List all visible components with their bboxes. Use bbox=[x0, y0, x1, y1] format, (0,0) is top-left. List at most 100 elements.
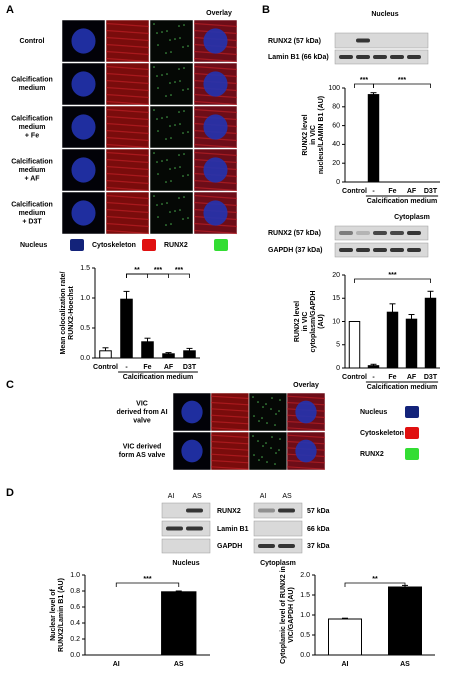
sig-label: *** bbox=[398, 77, 406, 84]
y-tick-label: 0.2 bbox=[70, 636, 80, 643]
fiber bbox=[193, 22, 238, 28]
y-axis-label: RUNX2-Hoechst bbox=[68, 285, 75, 339]
speckle bbox=[153, 195, 155, 197]
y-tick-label: 40 bbox=[332, 141, 340, 148]
speckle bbox=[183, 196, 185, 198]
speckle bbox=[161, 74, 163, 76]
speckle bbox=[178, 68, 180, 70]
blot-band bbox=[339, 55, 353, 59]
speckle bbox=[183, 67, 185, 69]
fiber bbox=[105, 143, 150, 149]
speckle bbox=[169, 39, 171, 41]
row-label: Calcification bbox=[11, 201, 53, 208]
row-label: form AS valve bbox=[119, 452, 166, 459]
blot-label: GAPDH (37 kDa) bbox=[268, 247, 322, 254]
legend-label: Nucleus bbox=[360, 409, 387, 416]
blot-band bbox=[407, 55, 421, 59]
speckle bbox=[257, 440, 259, 442]
speckle bbox=[183, 110, 185, 112]
speckle bbox=[187, 217, 189, 219]
sig-bracket bbox=[373, 83, 431, 88]
speckle bbox=[275, 413, 277, 415]
speckle bbox=[170, 223, 172, 225]
speckle bbox=[183, 153, 185, 155]
y-axis-label: VIC/GAPDH (AU) bbox=[288, 587, 295, 643]
fiber bbox=[105, 115, 150, 121]
column-header: Overlay bbox=[206, 10, 232, 17]
blot-band bbox=[356, 55, 370, 59]
blot-band bbox=[373, 231, 387, 235]
x-tick-label: - bbox=[125, 364, 128, 371]
micrograph bbox=[149, 148, 194, 192]
speckle bbox=[161, 31, 163, 33]
speckle bbox=[179, 166, 181, 168]
y-tick-label: 2.0 bbox=[300, 572, 310, 579]
lane-label: AS bbox=[192, 493, 202, 500]
speckle bbox=[179, 123, 181, 125]
nucleus bbox=[71, 200, 96, 226]
sig-label: *** bbox=[388, 272, 396, 279]
fiber bbox=[105, 108, 150, 114]
fiber bbox=[105, 22, 150, 28]
fiber bbox=[105, 72, 150, 78]
fiber bbox=[210, 447, 250, 451]
blot-label: RUNX2 (57 kDa) bbox=[268, 38, 321, 45]
fiber bbox=[105, 93, 150, 99]
legend-label: Cytoskeleton bbox=[360, 430, 404, 437]
speckle bbox=[278, 449, 280, 451]
fiber bbox=[105, 208, 150, 214]
speckle bbox=[274, 424, 276, 426]
blot-band bbox=[407, 231, 421, 235]
y-tick-label: 20 bbox=[332, 160, 340, 167]
speckle bbox=[278, 410, 280, 412]
x-tick-label: - bbox=[372, 188, 375, 195]
y-axis-label: cytoplasm/GAPDH bbox=[310, 291, 317, 353]
bar bbox=[162, 353, 175, 359]
speckle bbox=[170, 137, 172, 139]
y-tick-label: 5 bbox=[336, 342, 340, 349]
speckle bbox=[169, 82, 171, 84]
y-tick-label: 0.5 bbox=[300, 632, 310, 639]
speckle bbox=[187, 131, 189, 133]
fiber bbox=[105, 186, 150, 192]
blot-label: Lamin B1 bbox=[217, 526, 249, 533]
speckle bbox=[161, 203, 163, 205]
blot-label: Lamin B1 (66 kDa) bbox=[268, 54, 329, 61]
nucleus bbox=[71, 157, 96, 183]
speckle bbox=[170, 94, 172, 96]
panel-label: B bbox=[262, 4, 270, 16]
fiber bbox=[210, 466, 250, 470]
speckle bbox=[157, 173, 159, 175]
y-tick-label: 1.0 bbox=[80, 295, 90, 302]
speckle bbox=[253, 415, 255, 417]
speckle bbox=[174, 38, 176, 40]
blot-caption: Cytoplasm bbox=[260, 560, 296, 567]
speckle bbox=[179, 80, 181, 82]
speckle bbox=[165, 95, 167, 97]
fiber bbox=[193, 151, 238, 157]
legend-swatch bbox=[405, 427, 419, 439]
speckle bbox=[183, 24, 185, 26]
x-tick-label: AI bbox=[113, 661, 120, 668]
bar bbox=[328, 618, 362, 656]
speckle bbox=[165, 52, 167, 54]
speckle bbox=[261, 417, 263, 419]
micrograph bbox=[105, 105, 150, 149]
fiber bbox=[210, 420, 250, 425]
fiber bbox=[105, 165, 150, 171]
speckle bbox=[252, 435, 254, 437]
micrograph bbox=[105, 191, 150, 235]
y-axis-label: RUNX2/Lamin B1 (AU) bbox=[58, 578, 65, 652]
blot-band bbox=[373, 248, 387, 252]
blot-band bbox=[356, 38, 370, 43]
speckle bbox=[157, 44, 159, 46]
blot-band bbox=[258, 544, 275, 548]
fiber bbox=[105, 79, 150, 85]
bar bbox=[348, 321, 361, 369]
fiber bbox=[105, 194, 150, 200]
micrograph bbox=[149, 191, 194, 235]
y-tick-label: 100 bbox=[328, 85, 340, 92]
x-tick-label: D3T bbox=[424, 374, 438, 381]
speckle bbox=[170, 51, 172, 53]
bar bbox=[141, 341, 154, 359]
